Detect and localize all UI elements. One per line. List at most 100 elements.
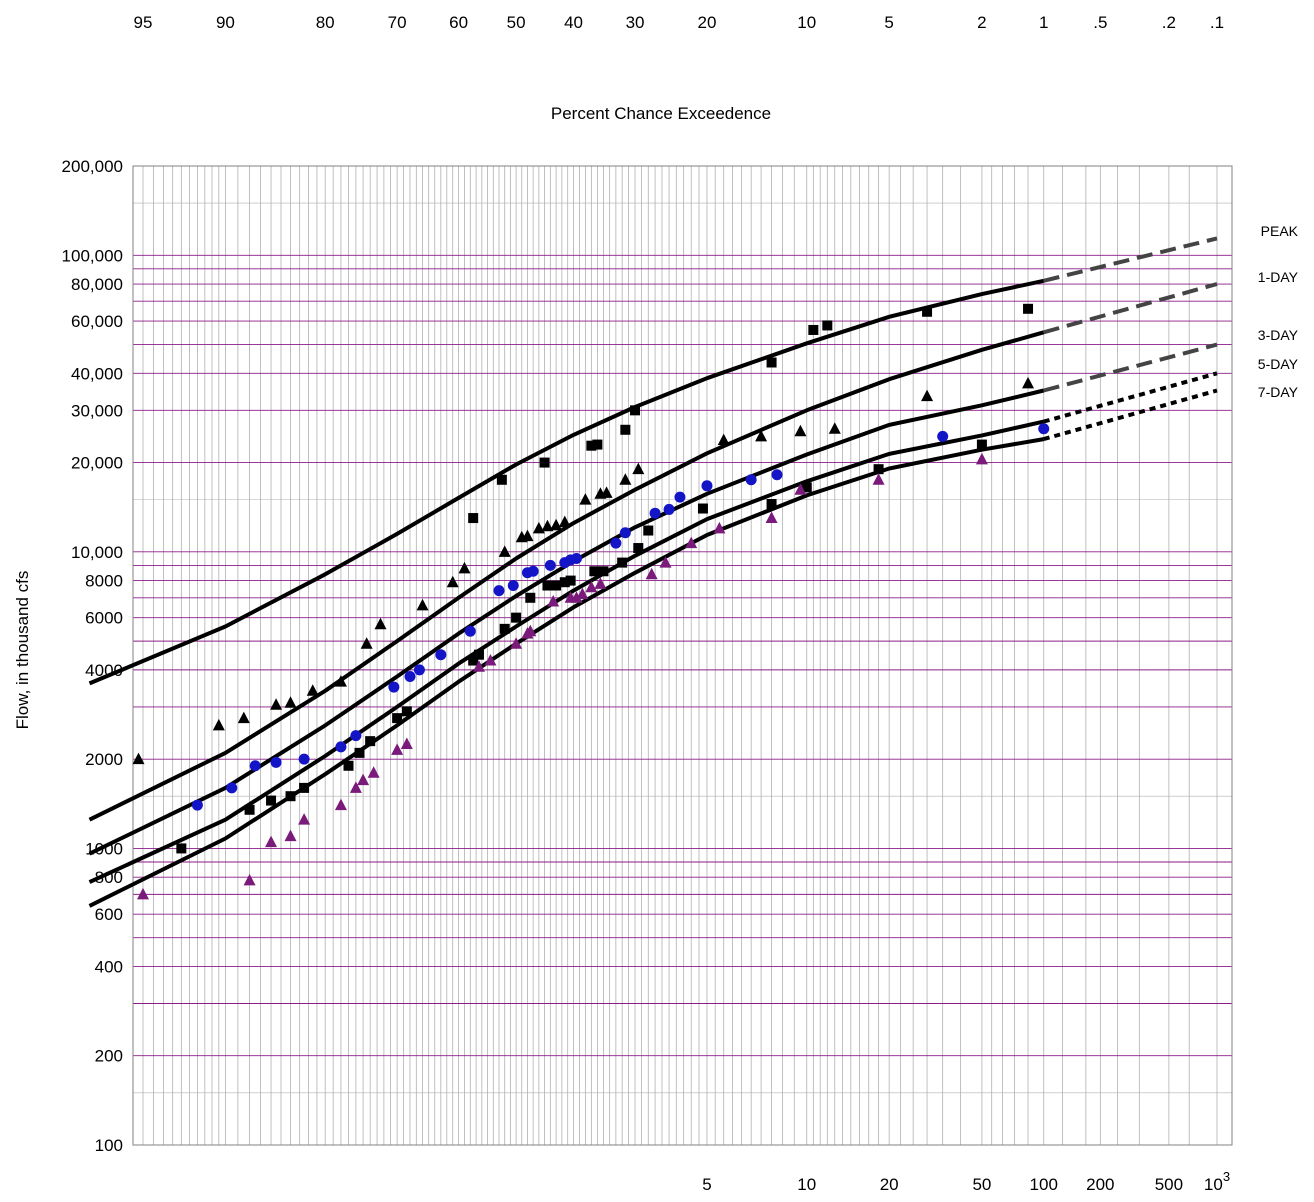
series-label-5-day: 5-DAY [1258,356,1299,372]
data-point-3-day [435,649,447,661]
bottom-tick-label: 100 [1030,1175,1058,1194]
data-point-1-day [416,598,429,611]
data-point-1-day [284,696,297,708]
y-tick-label: 30,000 [71,401,123,420]
data-point-7-day [713,521,726,534]
data-point-7-day [367,766,380,778]
top-tick-label: .1 [1210,13,1224,32]
bottom-tick-label: 500 [1155,1175,1183,1194]
data-point-5-day [511,612,522,623]
data-point-3-day [701,480,713,492]
data-point-5-day [697,503,708,514]
top-tick-label: 95 [134,13,153,32]
data-point-peak [620,424,631,435]
data-point-7-day [400,737,413,749]
plot-area [133,166,1232,1145]
y-tick-label: 6000 [85,609,123,628]
top-tick-label: .2 [1162,13,1176,32]
data-point-7-day [349,781,362,793]
fitted-curves [88,236,1218,908]
y-tick-label: 8000 [85,572,123,591]
data-point-5-day [565,575,576,586]
top-tick-label: 50 [507,13,526,32]
data-point-3-day [270,756,282,768]
data-point-peak [808,324,819,335]
data-point-3-day [1038,423,1050,435]
y-axis-title: Flow, in thousand cfs [13,571,32,730]
data-point-7-day [975,452,988,465]
series-label-7-day: 7-DAY [1258,384,1299,400]
top-tick-label: 20 [698,13,717,32]
data-point-7-day [547,595,560,607]
data-point-1-day [794,424,807,437]
fitted-curve-peak [88,278,1045,686]
bottom-tick-label: 10 [797,1175,816,1194]
data-point-1-day [306,684,319,696]
series-label-3-day: 3-DAY [1258,327,1299,343]
data-point-peak [1023,303,1034,314]
data-point-7-day [576,587,589,600]
data-point-peak [592,439,603,450]
data-point-5-day [392,713,403,724]
y-tick-label: 20,000 [71,454,123,473]
data-point-7-day [357,773,370,786]
y-tick-label: 10,000 [71,543,123,562]
extension-peak [1043,236,1218,283]
data-point-5-day [343,760,354,771]
data-point-3-day [350,730,362,742]
data-point-7-day [794,483,807,495]
top-tick-label: 60 [449,13,468,32]
data-point-peak [496,474,507,485]
data-point-1-day [1022,376,1035,389]
top-tick-label: 2 [977,13,986,32]
data-point-peak [822,320,833,331]
extension-5-day [1043,371,1218,424]
data-point-3-day [649,507,661,519]
top-tick-label: 5 [884,13,893,32]
data-point-1-day [541,519,554,532]
data-point-7-day [765,511,778,524]
fitted-curve-5-day [88,419,1045,884]
data-point-5-day [617,557,628,568]
data-point-peak [586,440,597,451]
data-point-1-day [212,718,225,731]
data-point-5-day [244,804,255,815]
data-point-1-day [558,515,571,528]
data-point-3-day [937,430,949,442]
data-point-1-day [446,575,459,588]
bottom-tick-label: 200 [1086,1175,1114,1194]
data-point-3-day [745,474,757,486]
data-point-peak [539,457,550,468]
top-tick-label: 30 [626,13,645,32]
extension-1-day [1043,282,1218,335]
data-point-1-day [600,486,613,498]
y-tick-label: 2000 [85,750,123,769]
data-point-7-day [585,580,598,593]
data-point-7-day [685,536,698,549]
data-point-1-day [632,462,645,475]
y-tick-label: 600 [95,905,123,924]
top-tick-label: 10 [797,13,816,32]
data-point-1-day [270,698,283,710]
grid [132,165,1233,1146]
data-point-7-day [524,624,537,637]
data-point-3-day [226,782,238,794]
data-point-5-day [299,782,310,793]
data-point-3-day [544,559,556,571]
bottom-tick-label: 20 [880,1175,899,1194]
data-point-5-day [542,580,553,591]
data-point-7-day [334,798,347,811]
data-point-1-day [374,617,387,630]
data-point-7-day [265,835,278,848]
top-tick-label: .5 [1093,13,1107,32]
top-axis-title: Percent Chance Exceedence [551,104,771,123]
data-point-3-day [570,552,582,564]
y-tick-label: 60,000 [71,312,123,331]
top-tick-label: 80 [316,13,335,32]
data-point-peak [468,513,479,524]
plot-frame [132,165,1233,1146]
data-point-5-day [873,464,884,475]
data-point-3-day [191,799,203,811]
top-tick-label: 1 [1039,13,1048,32]
